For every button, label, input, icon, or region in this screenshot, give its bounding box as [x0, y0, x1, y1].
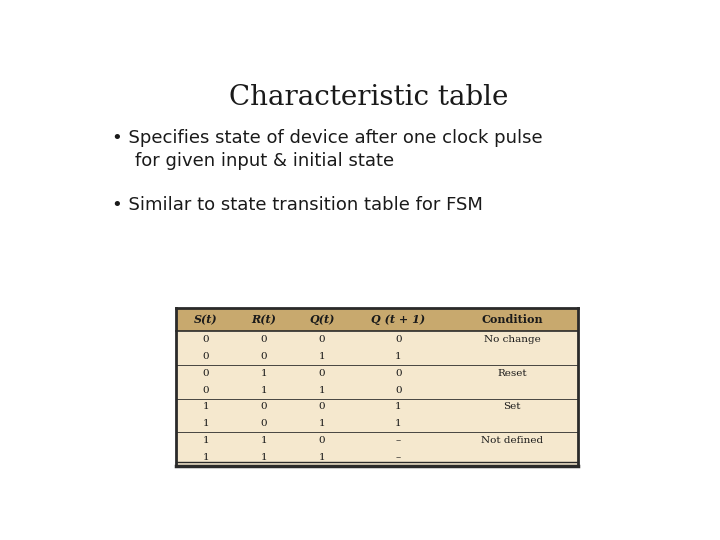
Text: 1: 1	[319, 386, 325, 395]
Text: No change: No change	[484, 335, 540, 344]
Text: 1: 1	[319, 352, 325, 361]
Text: 0: 0	[202, 335, 209, 344]
Text: 0: 0	[395, 335, 402, 344]
Text: 1: 1	[319, 453, 325, 462]
Text: 1: 1	[261, 386, 267, 395]
Text: Set: Set	[503, 402, 521, 411]
Text: 0: 0	[261, 352, 267, 361]
Text: 1: 1	[261, 369, 267, 377]
Text: Q(t): Q(t)	[310, 314, 335, 325]
Text: R(t): R(t)	[251, 314, 276, 325]
Text: Condition: Condition	[481, 314, 543, 325]
Text: • Specifies state of device after one clock pulse
    for given input & initial : • Specifies state of device after one cl…	[112, 129, 543, 170]
Text: 0: 0	[395, 369, 402, 377]
Text: 1: 1	[202, 420, 209, 428]
Text: 1: 1	[261, 453, 267, 462]
Text: 1: 1	[395, 402, 402, 411]
Text: 1: 1	[319, 420, 325, 428]
Text: 1: 1	[202, 453, 209, 462]
Text: 1: 1	[202, 402, 209, 411]
Text: 0: 0	[319, 335, 325, 344]
Text: 0: 0	[395, 386, 402, 395]
Text: 0: 0	[261, 402, 267, 411]
Text: Q (t + 1): Q (t + 1)	[372, 314, 426, 325]
Text: Characteristic table: Characteristic table	[229, 84, 509, 111]
Text: 0: 0	[261, 420, 267, 428]
Text: 1: 1	[395, 352, 402, 361]
Text: • Similar to state transition table for FSM: • Similar to state transition table for …	[112, 196, 483, 214]
Text: –: –	[396, 453, 401, 462]
Text: 0: 0	[261, 335, 267, 344]
Text: S(t): S(t)	[194, 314, 217, 325]
Text: 1: 1	[395, 420, 402, 428]
Bar	[176, 308, 578, 331]
Bar	[176, 308, 578, 466]
Text: 0: 0	[319, 402, 325, 411]
Text: 0: 0	[319, 369, 325, 377]
Text: 0: 0	[202, 386, 209, 395]
Text: 0: 0	[319, 436, 325, 445]
Text: 1: 1	[202, 436, 209, 445]
Text: Reset: Reset	[497, 369, 527, 377]
Text: –: –	[396, 436, 401, 445]
Text: Not defined: Not defined	[481, 436, 543, 445]
Text: 0: 0	[202, 369, 209, 377]
Text: 1: 1	[261, 436, 267, 445]
Text: 0: 0	[202, 352, 209, 361]
